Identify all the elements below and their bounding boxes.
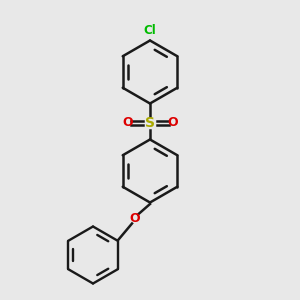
Text: O: O	[122, 116, 133, 130]
Text: Cl: Cl	[144, 24, 156, 37]
Text: O: O	[167, 116, 178, 130]
Text: O: O	[130, 212, 140, 226]
Text: S: S	[145, 116, 155, 130]
